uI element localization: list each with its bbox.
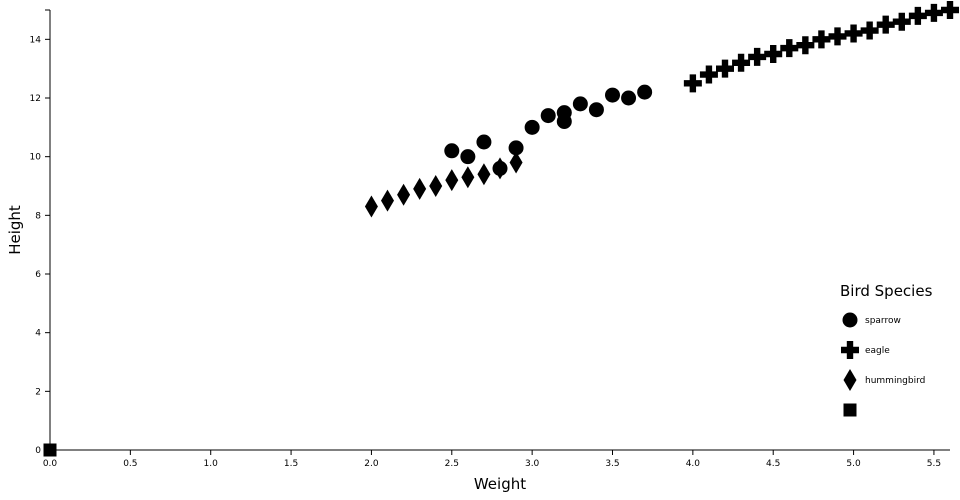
data-point-cross [844,24,863,43]
x-tick-label: 1.0 [204,459,219,469]
legend-marker-cross [841,341,859,359]
data-point-cross [780,39,799,58]
legend-label: sparrow [865,316,901,326]
data-point-circle [605,87,620,103]
data-point-circle [524,119,540,135]
data-point-diamond [493,157,507,180]
x-tick-label: 5.5 [927,459,941,469]
x-tick-label: 3.0 [525,459,540,469]
x-tick-label: 4.0 [686,459,701,469]
data-point-circle [460,149,476,165]
legend-title: Bird Species [840,282,933,300]
x-tick-label: 0.0 [43,459,58,469]
y-tick-label: 6 [35,270,41,280]
data-point-cross [732,53,751,72]
y-tick-label: 2 [35,387,41,397]
data-point-cross [796,36,815,55]
legend: Bird Species sparrow eagle hummingbird [840,282,933,417]
y-tick-label: 14 [30,35,42,45]
y-tick-label: 0 [35,446,41,456]
data-point-cross [941,1,959,19]
y-tick-label: 10 [30,153,42,163]
data-point-circle [556,113,572,129]
x-axis-label: Weight [474,475,526,493]
legend-marker-circle [842,312,858,328]
data-point-cross [748,47,767,66]
data-point-circle [637,84,653,100]
data-point-cross [764,45,783,63]
data-point-cross [828,27,847,46]
plot-area [43,1,959,457]
data-point-diamond [429,175,443,197]
data-point-cross [683,74,702,93]
data-point-diamond [364,195,378,218]
data-point-circle [621,90,637,106]
data-point-circle [540,108,556,124]
data-point-diamond [509,151,523,174]
data-point-circle [588,102,604,118]
data-point-diamond [461,166,475,189]
x-axis: 0.0 0.5 1.0 1.5 2.0 2.5 3.0 3.5 4.0 4.5 5.0 5.5 [43,449,950,469]
data-point-circle [476,134,492,150]
data-point-cross [860,21,879,40]
legend-marker-square [843,403,857,417]
data-point-cross [924,3,943,22]
data-point-cross [716,59,734,78]
x-tick-label: 0.5 [123,459,137,469]
y-tick-label: 8 [35,211,41,221]
y-axis: 0 2 4 6 8 10 12 14 [30,9,51,456]
y-tick-label: 12 [30,94,41,104]
legend-label: hummingbird [865,376,925,386]
data-point-cross [876,15,895,34]
data-point-cross [699,65,718,84]
x-tick-label: 4.5 [766,459,780,469]
data-point-diamond [397,183,411,206]
x-tick-label: 5.0 [846,459,861,469]
y-tick-label: 4 [35,329,41,339]
data-point-circle [444,143,460,159]
x-tick-label: 2.5 [445,459,459,469]
data-point-cross [892,12,911,31]
x-tick-label: 3.5 [605,459,619,469]
y-axis-label: Height [6,205,24,255]
data-point-diamond [445,169,459,192]
data-point-cross [908,6,927,25]
legend-label: eagle [865,346,890,356]
legend-marker-diamond [843,369,857,391]
data-point-diamond [413,177,427,200]
data-point-cross [812,30,831,49]
x-tick-label: 2.0 [364,459,379,469]
data-point-diamond [477,163,491,186]
data-point-circle [508,140,524,156]
data-point-diamond [381,189,394,212]
x-tick-label: 1.5 [284,459,298,469]
data-point-circle [572,96,588,112]
